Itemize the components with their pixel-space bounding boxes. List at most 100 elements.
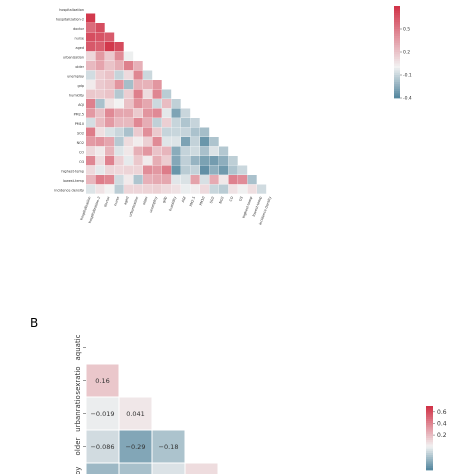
panel-b-colorbar-segment <box>426 461 433 464</box>
panel-a-cell <box>171 165 181 175</box>
panel-a-cell <box>95 175 105 185</box>
panel-a-cell <box>105 165 115 175</box>
panel-a-cell <box>171 99 181 109</box>
panel-a-cell <box>143 118 153 128</box>
panel-a-col-label-lowest-temp: lowest-temp <box>252 196 263 217</box>
panel-a-cell <box>152 137 162 147</box>
panel-a-colorbar-segment <box>394 72 400 76</box>
panel-a-colorbar-segment <box>394 8 400 11</box>
panel-a-colorbar-segment <box>394 42 400 46</box>
panel-a-colorbar: 0.5 0.2 -0.1 -0.4 <box>394 6 412 102</box>
panel-a-cell <box>209 146 219 156</box>
panel-a-cell <box>143 146 153 156</box>
panel-a-cell <box>95 42 105 52</box>
panel-a-cell <box>105 118 115 128</box>
panel-a-cell <box>200 137 210 147</box>
panel-a-cell <box>95 99 105 109</box>
panel-a-cell <box>95 137 105 147</box>
panel-a-col-label-so2: SO2 <box>209 196 215 204</box>
panel-b-cell <box>152 463 185 474</box>
panel-a-cell <box>190 175 200 185</box>
panel-a-cell <box>95 146 105 156</box>
panel-b-colorbar-segment <box>426 438 433 441</box>
panel-a-cell <box>181 127 191 137</box>
panel-a-col-label-urbanization: urbanization <box>128 196 139 217</box>
panel-b-colorbar-segment <box>426 408 433 411</box>
panel-a-cell <box>124 70 134 80</box>
panel-b-cell-value: 0.16 <box>95 377 109 385</box>
panel-a-cell <box>124 127 134 137</box>
panel-a-cell <box>105 89 115 99</box>
panel-a-cell <box>190 156 200 166</box>
panel-a-cell <box>133 127 143 137</box>
panel-a-cell <box>133 99 143 109</box>
panel-b-colorbar-segment <box>426 423 433 426</box>
panel-a-cell <box>133 156 143 166</box>
panel-a-row-label-pm10: PM10 <box>75 122 84 126</box>
panel-a-col-label-pm2-5: PM2.5 <box>189 196 196 207</box>
panel-a-cell <box>124 156 134 166</box>
panel-a-colorbar-segment <box>394 61 400 64</box>
panel-a-cell <box>133 61 143 71</box>
panel-a-cell <box>86 118 96 128</box>
panel-a-cell <box>86 32 96 42</box>
panel-b-colorbar-segment <box>426 433 433 437</box>
panel-a-cell <box>190 118 200 128</box>
panel-b-colorbar-segment <box>426 425 433 428</box>
panel-a-col-label-o3: O3 <box>238 196 243 202</box>
panel-a-row-label-o3: O3 <box>79 160 84 164</box>
panel-a-cell <box>190 146 200 156</box>
panel-b-colorbar-segment <box>426 440 433 443</box>
panel-a-cell <box>228 156 238 166</box>
panel-b-colorbar-segment <box>426 418 433 422</box>
panel-a-colorbar-segment <box>394 31 400 34</box>
panel-a-cell <box>105 61 115 71</box>
panel-a-cell <box>171 127 181 137</box>
panel-a-cell <box>171 146 181 156</box>
panel-a-cell <box>162 137 172 147</box>
panel-a-cell <box>143 137 153 147</box>
panel-a-colorbar-segment <box>394 24 400 28</box>
panel-a-cell <box>86 51 96 61</box>
panel-a-colorbar-tick-label: 0.5 <box>403 27 410 33</box>
panel-a-cell <box>105 146 115 156</box>
panel-a-cell <box>86 184 96 194</box>
panel-a-cell <box>171 118 181 128</box>
panel-a-colorbar-segment <box>394 17 400 21</box>
panel-a-cell <box>95 89 105 99</box>
panel-a-col-label-pm10: PM10 <box>199 196 206 206</box>
panel-b-cell-value: 0.041 <box>126 410 145 418</box>
panel-b-row-label-aquatic: aquatic <box>74 334 82 360</box>
panel-a-cell <box>86 99 96 109</box>
panel-a-cell <box>124 99 134 109</box>
panel-a-cell <box>124 146 134 156</box>
panel-a-cell <box>181 146 191 156</box>
panel-a-cell <box>143 99 153 109</box>
panel-a-cell <box>86 42 96 52</box>
panel-a-cell <box>86 127 96 137</box>
panel-a-row-label-aqi: AQI <box>78 103 84 107</box>
panel-b-colorbar-segment <box>426 446 433 450</box>
panel-a-cell <box>86 146 96 156</box>
panel-b-row-label-employ: employ <box>74 467 82 474</box>
panel-a-cell <box>143 89 153 99</box>
panel-a-cell <box>105 137 115 147</box>
panel-a-cell <box>219 146 229 156</box>
panel-a-cell <box>133 137 143 147</box>
panel-b-cell <box>119 397 152 430</box>
panel-b-colorbar-segment <box>426 455 433 458</box>
panel-a-colorbar-segment <box>394 77 400 80</box>
panel-b-letter: B <box>30 316 38 330</box>
panel-a-cell <box>143 165 153 175</box>
panel-b-colorbar-segment <box>426 416 433 420</box>
panel-a-cell <box>105 108 115 118</box>
panel-a-cell <box>209 175 219 185</box>
panel-a-cell <box>238 184 248 194</box>
panel-a-cell <box>152 156 162 166</box>
panel-a-cell <box>257 184 267 194</box>
panel-a-row-label-incidence-density: incidence density <box>54 188 84 192</box>
panel-a-cell <box>114 175 124 185</box>
panel-a-colorbar-segment <box>394 68 400 71</box>
panel-a-row-label-co: CO <box>79 150 84 154</box>
panel-a-cell <box>95 32 105 42</box>
